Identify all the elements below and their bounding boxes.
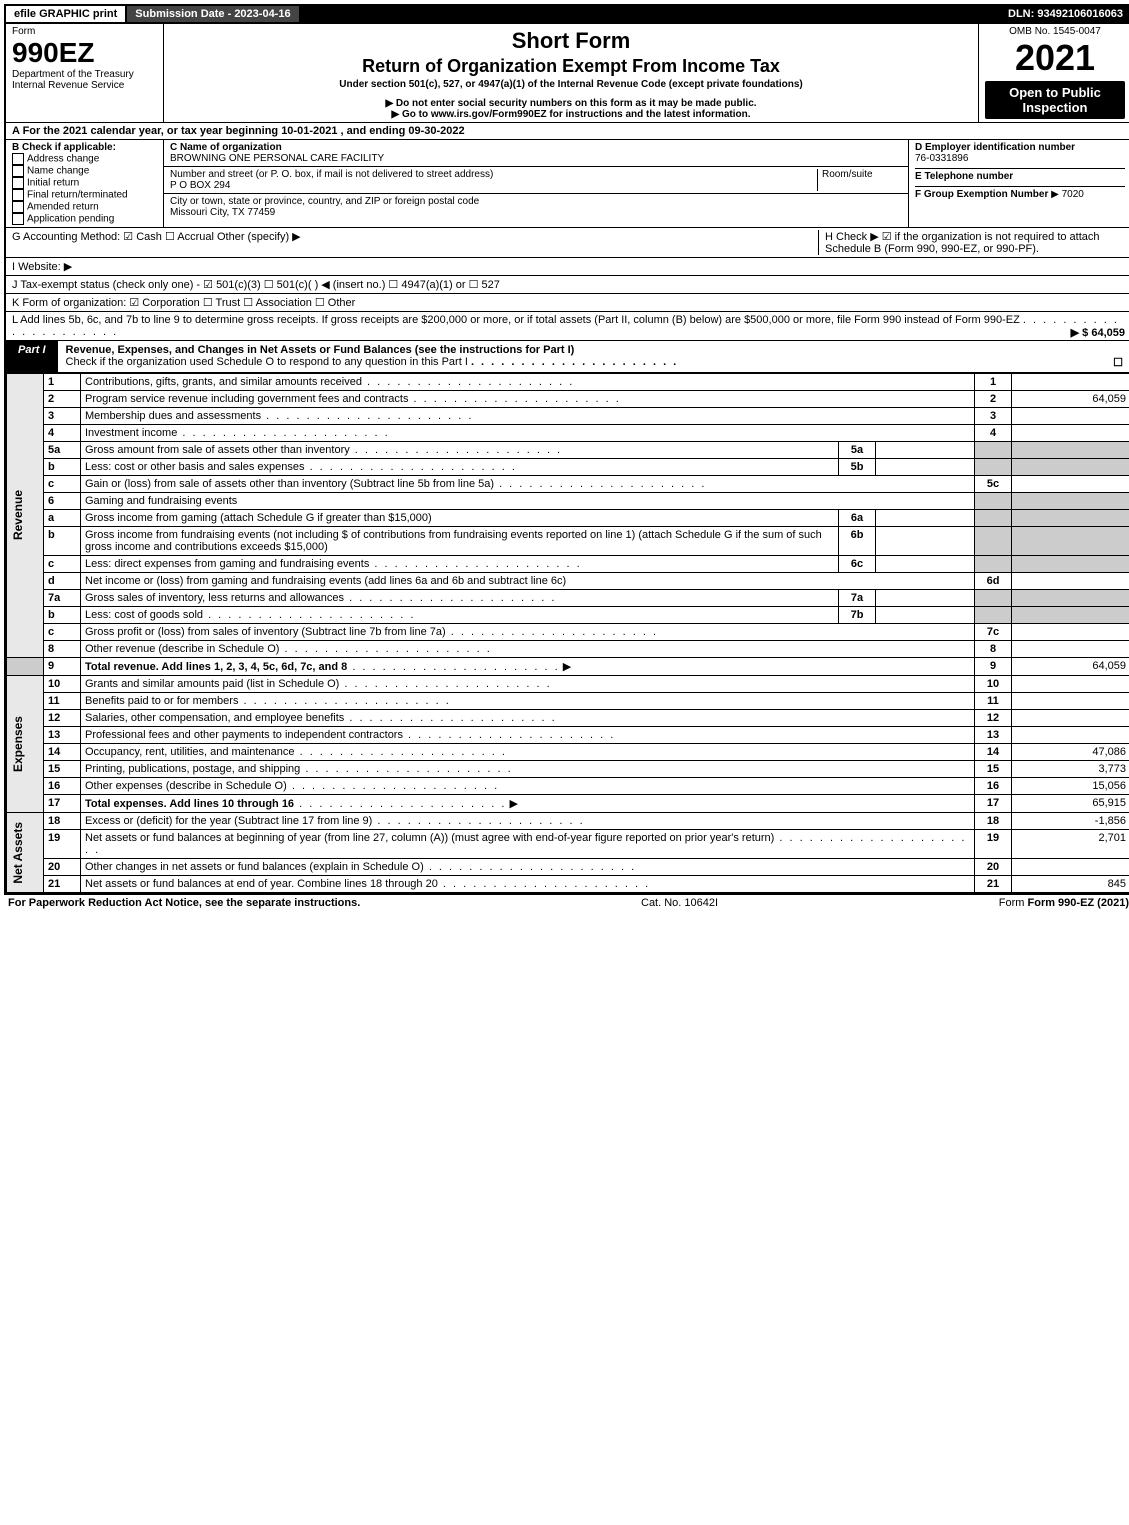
row-6b: bGross income from fundraising events (n… [7, 527, 1129, 556]
footer-mid: Cat. No. 10642I [641, 897, 718, 909]
tel-label: E Telephone number [915, 168, 1125, 182]
c-street-label: Number and street (or P. O. box, if mail… [170, 169, 817, 180]
chk-address[interactable]: Address change [12, 153, 157, 165]
chk-pending[interactable]: Application pending [12, 213, 157, 225]
row-6c: cLess: direct expenses from gaming and f… [7, 556, 1129, 573]
goto-link[interactable]: ▶ Go to www.irs.gov/Form990EZ for instru… [170, 109, 972, 120]
row-5c: cGain or (loss) from sale of assets othe… [7, 476, 1129, 493]
row-9: 9Total revenue. Add lines 1, 2, 3, 4, 5c… [7, 658, 1129, 676]
subtitle: Under section 501(c), 527, or 4947(a)(1)… [170, 79, 972, 90]
line-l: L Add lines 5b, 6c, and 7b to line 9 to … [6, 312, 1129, 341]
row-10: Expenses 10Grants and similar amounts pa… [7, 676, 1129, 693]
submission-date: Submission Date - 2023-04-16 [127, 6, 300, 22]
group-value: ▶ 7020 [1051, 189, 1084, 200]
chk-name[interactable]: Name change [12, 165, 157, 177]
section-b: B Check if applicable: Address change Na… [6, 140, 164, 227]
netassets-label: Net Assets [11, 822, 25, 884]
row-5a: 5aGross amount from sale of assets other… [7, 442, 1129, 459]
dln: DLN: 93492106016063 [1000, 6, 1129, 22]
row-21: 21Net assets or fund balances at end of … [7, 876, 1129, 893]
row-7c: cGross profit or (loss) from sales of in… [7, 624, 1129, 641]
revenue-label: Revenue [11, 490, 25, 540]
org-name: BROWNING ONE PERSONAL CARE FACILITY [170, 153, 902, 164]
row-3: 3Membership dues and assessments3 [7, 408, 1129, 425]
footer-right: Form Form 990-EZ (2021) [999, 897, 1129, 909]
form-body: Form 990EZ Department of the Treasury In… [4, 24, 1129, 895]
dept-treasury: Department of the Treasury [12, 69, 157, 80]
efile-print[interactable]: efile GRAPHIC print [6, 6, 127, 22]
c-city-label: City or town, state or province, country… [170, 196, 902, 207]
irs-label: Internal Revenue Service [12, 80, 157, 91]
row-1: Revenue 1Contributions, gifts, grants, a… [7, 374, 1129, 391]
short-form-title: Short Form [170, 28, 972, 54]
room-suite-label: Room/suite [817, 169, 902, 191]
row-2: 2Program service revenue including gover… [7, 391, 1129, 408]
row-4: 4Investment income4 [7, 425, 1129, 442]
row-16: 16Other expenses (describe in Schedule O… [7, 778, 1129, 795]
line-g: G Accounting Method: ☑ Cash ☐ Accrual Ot… [12, 230, 818, 255]
chk-final[interactable]: Final return/terminated [12, 189, 157, 201]
return-title: Return of Organization Exempt From Incom… [170, 56, 972, 77]
ein-value: 76-0331896 [915, 153, 1125, 164]
line-g-h: G Accounting Method: ☑ Cash ☐ Accrual Ot… [6, 228, 1129, 258]
form-header: Form 990EZ Department of the Treasury In… [6, 24, 1129, 123]
row-11: 11Benefits paid to or for members11 [7, 693, 1129, 710]
part1-tab: Part I [6, 341, 58, 372]
info-block: B Check if applicable: Address change Na… [6, 140, 1129, 228]
header-left: Form 990EZ Department of the Treasury In… [6, 24, 164, 122]
row-7a: 7aGross sales of inventory, less returns… [7, 590, 1129, 607]
row-7b: bLess: cost of goods sold7b [7, 607, 1129, 624]
org-street: P O BOX 294 [170, 180, 817, 191]
no-ssn-note: ▶ Do not enter social security numbers o… [170, 98, 972, 109]
header-center: Short Form Return of Organization Exempt… [164, 24, 979, 122]
row-12: 12Salaries, other compensation, and empl… [7, 710, 1129, 727]
form-label: Form [12, 26, 157, 37]
chk-amended[interactable]: Amended return [12, 201, 157, 213]
c-name-label: C Name of organization [170, 142, 902, 153]
line-h: H Check ▶ ☑ if the organization is not r… [818, 230, 1125, 255]
open-to-public: Open to Public Inspection [985, 81, 1125, 119]
line-a: A For the 2021 calendar year, or tax yea… [6, 123, 1129, 140]
header-right: OMB No. 1545-0047 2021 Open to Public In… [979, 24, 1129, 122]
part1-title: Revenue, Expenses, and Changes in Net As… [58, 341, 1129, 372]
row-18: Net Assets 18Excess or (deficit) for the… [7, 813, 1129, 830]
section-d: D Employer identification number 76-0331… [909, 140, 1129, 227]
chk-initial[interactable]: Initial return [12, 177, 157, 189]
top-bar: efile GRAPHIC print Submission Date - 20… [4, 4, 1129, 24]
page-footer: For Paperwork Reduction Act Notice, see … [4, 895, 1129, 911]
row-17: 17Total expenses. Add lines 10 through 1… [7, 795, 1129, 813]
row-19: 19Net assets or fund balances at beginni… [7, 830, 1129, 859]
group-label: F Group Exemption Number [915, 189, 1048, 200]
line-k: K Form of organization: ☑ Corporation ☐ … [6, 294, 1129, 312]
expenses-label: Expenses [11, 716, 25, 772]
row-6: 6Gaming and fundraising events [7, 493, 1129, 510]
line-i: I Website: ▶ [6, 258, 1129, 276]
row-13: 13Professional fees and other payments t… [7, 727, 1129, 744]
line-l-value: ▶ $ 64,059 [1071, 326, 1125, 339]
part1-header: Part I Revenue, Expenses, and Changes in… [6, 341, 1129, 373]
org-city: Missouri City, TX 77459 [170, 207, 902, 218]
row-8: 8Other revenue (describe in Schedule O)8 [7, 641, 1129, 658]
row-14: 14Occupancy, rent, utilities, and mainte… [7, 744, 1129, 761]
footer-left: For Paperwork Reduction Act Notice, see … [8, 897, 360, 909]
line-j: J Tax-exempt status (check only one) - ☑… [6, 276, 1129, 294]
tax-year: 2021 [985, 37, 1125, 79]
section-c: C Name of organization BROWNING ONE PERS… [164, 140, 909, 227]
ein-label: D Employer identification number [915, 142, 1125, 153]
form-number: 990EZ [12, 37, 157, 69]
row-20: 20Other changes in net assets or fund ba… [7, 859, 1129, 876]
omb-number: OMB No. 1545-0047 [985, 26, 1125, 37]
row-15: 15Printing, publications, postage, and s… [7, 761, 1129, 778]
lines-table: Revenue 1Contributions, gifts, grants, a… [6, 373, 1129, 893]
row-6a: aGross income from gaming (attach Schedu… [7, 510, 1129, 527]
row-6d: dNet income or (loss) from gaming and fu… [7, 573, 1129, 590]
row-5b: bLess: cost or other basis and sales exp… [7, 459, 1129, 476]
b-title: B Check if applicable: [12, 142, 157, 153]
